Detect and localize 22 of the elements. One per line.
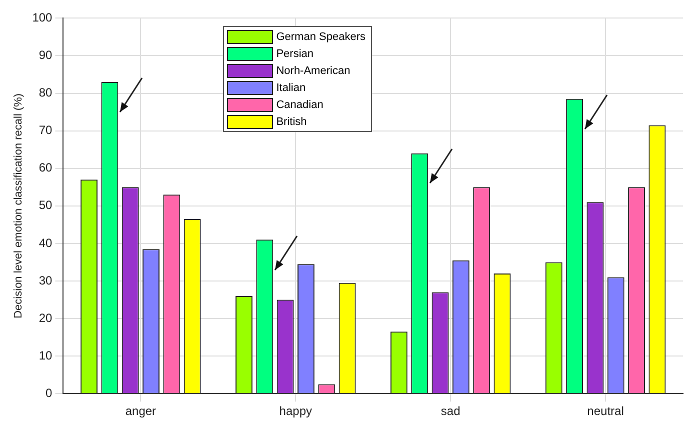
- legend-label: Norh-American: [276, 64, 350, 77]
- y-tick-label: 40: [38, 236, 53, 250]
- y-tick-label: 90: [38, 48, 53, 62]
- legend-label: British: [276, 116, 307, 128]
- y-axis-title: Decision level emotion classification recall (%): [12, 93, 25, 318]
- y-tick-label: 10: [38, 348, 53, 362]
- y-tick-label: 50: [38, 198, 53, 212]
- legend-label: Persian: [276, 48, 314, 60]
- x-tick-label: sad: [440, 404, 460, 418]
- y-tick-label: 60: [38, 160, 53, 175]
- y-tick-label: 70: [38, 123, 53, 138]
- y-tick-label: 30: [38, 273, 53, 288]
- legend-label: Canadian: [276, 98, 324, 111]
- x-tick-label: anger: [125, 404, 156, 418]
- x-tick-label: happy: [279, 404, 312, 418]
- y-tick-label: 20: [38, 310, 53, 325]
- y-tick-label: 0: [46, 386, 53, 400]
- y-tick-label: 100: [32, 10, 53, 25]
- legend-label: Italian: [276, 82, 306, 94]
- x-tick-label: neutral: [587, 404, 624, 418]
- y-tick-label: 80: [38, 86, 53, 100]
- legend-label: German Speakers: [276, 30, 366, 43]
